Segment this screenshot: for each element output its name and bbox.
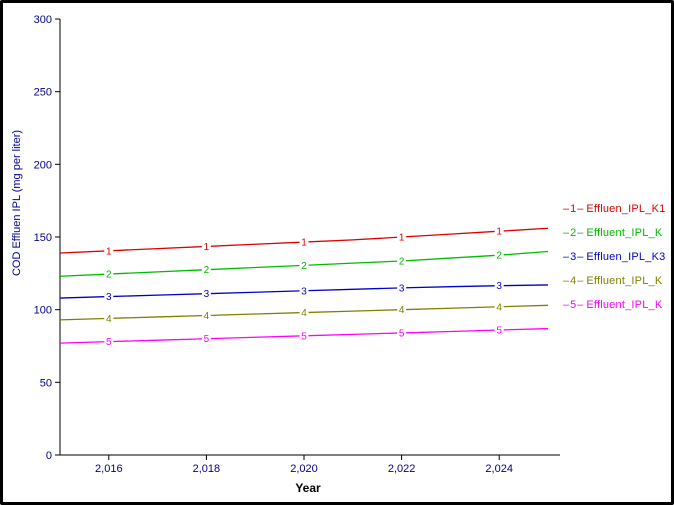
series-marker-gap [494, 279, 504, 292]
x-tick-label: 2,024 [485, 463, 513, 475]
y-tick-label: 200 [34, 159, 52, 171]
series-marker-label: 5 [496, 326, 502, 337]
series-marker-label: 2 [399, 256, 405, 267]
legend-item: 4Effluent_IPL_K [563, 269, 671, 293]
series-marker-label: 4 [496, 302, 502, 313]
series-marker-label: 3 [399, 283, 405, 294]
legend-marker: 5 [563, 299, 583, 311]
series-marker-gap [201, 309, 211, 322]
series-marker-gap [299, 306, 309, 319]
series-marker-gap [397, 326, 407, 339]
chart-svg: COD Effluen IPL (mg per liter) Year 0 50 1… [11, 14, 560, 495]
series-marker-label: 1 [106, 246, 112, 257]
series-marker-label: 5 [204, 334, 210, 345]
series-marker-label: 2 [496, 251, 502, 262]
series-marker-gap [299, 284, 309, 297]
legend-item: 5Effluent_IPL_K [563, 293, 671, 317]
series-marker-gap [299, 329, 309, 342]
series-marker-label: 4 [301, 308, 307, 319]
y-tick-label: 150 [34, 232, 52, 244]
series-marker-gap [104, 290, 114, 303]
series-marker-gap [201, 332, 211, 345]
legend-label: Effluen_IPL_K1 [586, 203, 666, 215]
legend-item: 1Effluen_IPL_K1 [563, 197, 671, 221]
legend-marker: 1 [563, 203, 583, 215]
series-marker-label: 5 [399, 328, 405, 339]
series-marker-gap [494, 249, 504, 262]
series-marker-gap [201, 287, 211, 300]
x-tick-label: 2,016 [95, 463, 123, 475]
legend-marker: 3 [563, 251, 583, 263]
y-tick-label: 100 [34, 305, 52, 317]
series-marker-label: 2 [106, 270, 112, 281]
series-marker-gap [494, 225, 504, 238]
series-marker-label: 3 [496, 281, 502, 292]
series-marker-gap [104, 335, 114, 348]
legend-label: Effluen_IPL_K3 [586, 251, 666, 263]
series-marker-label: 3 [106, 292, 112, 303]
series-marker-label: 1 [496, 227, 502, 238]
series-marker-label: 1 [204, 242, 210, 253]
series-marker-label: 5 [106, 337, 112, 348]
series-marker-gap [494, 300, 504, 313]
series-marker-label: 2 [301, 261, 307, 272]
x-tick-label: 2,018 [193, 463, 221, 475]
legend-marker: 2 [563, 227, 583, 239]
x-axis-title: Year [295, 481, 321, 495]
series-marker-gap [397, 303, 407, 316]
series-marker-label: 1 [301, 238, 307, 249]
legend-label: Effluent_IPL_K [586, 227, 663, 239]
chart-legend: 1Effluen_IPL_K12Effluent_IPL_K3Effluen_I… [563, 197, 671, 317]
series-marker-gap [494, 324, 504, 337]
series-marker-gap [201, 263, 211, 276]
series-marker-gap [299, 236, 309, 249]
y-tick-label: 50 [40, 377, 52, 389]
legend-item: 2Effluent_IPL_K [563, 221, 671, 245]
series-marker-gap [397, 281, 407, 294]
series-marker-gap [397, 254, 407, 267]
series-marker-label: 5 [301, 331, 307, 342]
series-marker-label: 2 [204, 265, 210, 276]
y-tick-label: 0 [46, 450, 52, 462]
series-marker-gap [104, 268, 114, 281]
series-marker-gap [104, 312, 114, 325]
series-marker-label: 4 [204, 311, 210, 322]
series-marker-label: 4 [399, 305, 405, 316]
series-marker-label: 3 [301, 286, 307, 297]
series-marker-label: 1 [399, 233, 405, 244]
y-axis-title: COD Effluen IPL (mg per liter) [11, 130, 23, 276]
y-tick-label: 250 [34, 87, 52, 99]
x-tick-label: 2,020 [290, 463, 318, 475]
legend-marker: 4 [563, 275, 583, 287]
legend-item: 3Effluen_IPL_K3 [563, 245, 671, 269]
series-marker-gap [104, 244, 114, 257]
y-tick-label: 300 [34, 14, 52, 26]
series-marker-label: 3 [204, 289, 210, 300]
series-marker-gap [397, 231, 407, 243]
legend-label: Effluent_IPL_K [586, 299, 663, 311]
series-marker-gap [201, 240, 211, 253]
legend-label: Effluent_IPL_K [586, 275, 663, 287]
series-marker-gap [299, 259, 309, 272]
series-marker-label: 4 [106, 314, 112, 325]
x-tick-label: 2,022 [388, 463, 416, 475]
